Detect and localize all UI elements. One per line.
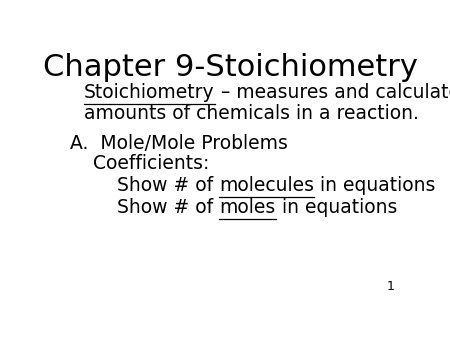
Text: Show # of: Show # of (117, 176, 220, 195)
Text: in equations: in equations (276, 198, 397, 217)
Text: Stoichiometry: Stoichiometry (84, 83, 215, 102)
Text: amounts of chemicals in a reaction.: amounts of chemicals in a reaction. (84, 104, 419, 123)
Text: in equations: in equations (315, 176, 436, 195)
Text: moles: moles (220, 198, 276, 217)
Text: 1: 1 (387, 280, 395, 293)
Text: A.  Mole/Mole Problems: A. Mole/Mole Problems (70, 134, 288, 152)
Text: Show # of: Show # of (117, 198, 220, 217)
Text: molecules: molecules (220, 176, 315, 195)
Text: Chapter 9-Stoichiometry: Chapter 9-Stoichiometry (43, 53, 418, 82)
Text: – measures and calculates: – measures and calculates (215, 83, 450, 102)
Text: Coefficients:: Coefficients: (93, 154, 209, 173)
